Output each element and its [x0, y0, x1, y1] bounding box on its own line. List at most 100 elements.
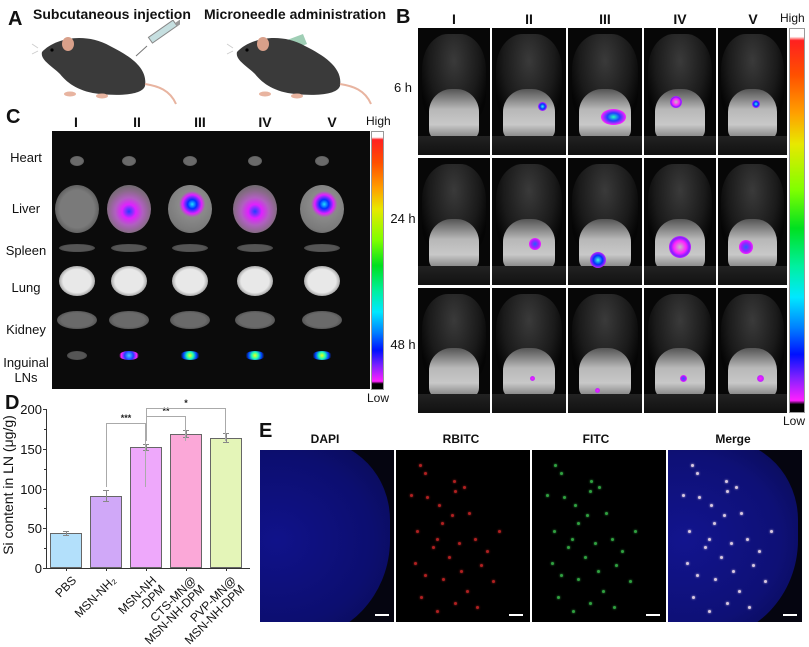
- fluorescence-signal: [528, 238, 541, 251]
- fluorescent-particle: [726, 490, 729, 493]
- fluorescent-particle: [621, 550, 624, 553]
- fluorescence-signal: [600, 108, 627, 125]
- fluorescent-particle: [589, 490, 592, 493]
- error-cap: [143, 450, 149, 452]
- y-tick-label: 50: [27, 521, 42, 537]
- liver-organ: [168, 185, 212, 233]
- fluorescent-particle: [410, 494, 413, 497]
- fluorescent-particle: [602, 590, 605, 593]
- fluorescent-particle: [454, 602, 457, 605]
- inguinal-ln-organ: [67, 350, 87, 360]
- fluorescent-particle: [764, 580, 767, 583]
- kidney-organ: [57, 311, 97, 329]
- mouse-image: [418, 288, 490, 413]
- mouse-image: [568, 288, 642, 413]
- fluorescent-particle: [560, 574, 563, 577]
- fluorescent-particle: [758, 550, 761, 553]
- channel-label-merge: Merge: [715, 432, 751, 446]
- fluorescent-particle: [577, 578, 580, 581]
- fluorescent-particle: [468, 512, 471, 515]
- x-axis: [46, 568, 250, 569]
- panel-d-letter: D: [5, 392, 20, 414]
- significance-marker: ***: [120, 413, 132, 423]
- scale-bar: [783, 614, 797, 616]
- channel-label-fitc: FITC: [582, 432, 610, 446]
- x-tick: [226, 568, 227, 571]
- fluorescent-particle: [553, 530, 556, 533]
- fluorescent-particle: [474, 538, 477, 541]
- fluorescent-particle: [424, 574, 427, 577]
- fluorescent-particle: [476, 606, 479, 609]
- fluorescent-particle: [419, 464, 422, 467]
- inguinal-ln-organ: [180, 350, 200, 360]
- error-cap: [223, 432, 229, 434]
- y-tick: [43, 409, 46, 410]
- mouse-icon: [31, 37, 177, 105]
- fluorescent-particle: [586, 514, 589, 517]
- y-minor-tick: [44, 508, 46, 510]
- lung-organ: [111, 266, 147, 296]
- panel-c-colorbar: [371, 131, 384, 390]
- fluorescence-signal: [751, 100, 760, 109]
- fluorescence-signal: [757, 374, 765, 382]
- fluorescence-signal: [530, 375, 536, 381]
- fluorescent-particle: [574, 504, 577, 507]
- fluorescent-particle: [438, 504, 441, 507]
- mouse-image: [644, 28, 716, 155]
- fluorescent-particle: [682, 494, 685, 497]
- error-bar: [146, 443, 147, 451]
- fluorescent-particle: [572, 610, 575, 613]
- column-label-iv: IV: [258, 114, 272, 130]
- fluorescent-particle: [590, 480, 593, 483]
- rbitc-image: [396, 450, 530, 622]
- heart-organ: [70, 156, 84, 166]
- row-label-48h: 48 h: [390, 337, 416, 352]
- bar-msn-nh2: [90, 495, 122, 568]
- liver-organ: [55, 185, 99, 233]
- fluorescent-particle: [480, 564, 483, 567]
- x-tick: [186, 568, 187, 571]
- panel-e-letter: E: [259, 420, 273, 442]
- kidney-organ: [235, 311, 275, 329]
- x-tick: [106, 568, 107, 571]
- bar-cts-mn-msn-nh-dpm: [170, 433, 202, 568]
- fluorescent-particle: [551, 562, 554, 565]
- y-tick: [43, 448, 46, 450]
- error-cap: [63, 535, 69, 537]
- significance-marker: *: [184, 398, 188, 408]
- organ-label-kidney: Kidney: [6, 322, 46, 337]
- y-tick-label: 100: [20, 481, 42, 497]
- column-label-v: V: [748, 11, 758, 27]
- fluorescent-particle: [686, 562, 689, 565]
- fluorescent-particle: [723, 514, 726, 517]
- fluorescent-particle: [463, 486, 466, 489]
- x-tick: [66, 568, 67, 571]
- panel-c-letter: C: [6, 106, 21, 128]
- colorbar-high-label: High: [366, 114, 391, 128]
- significance-marker: **: [162, 406, 170, 416]
- column-label-iii: III: [194, 114, 206, 130]
- lung-organ: [237, 266, 273, 296]
- colorbar-low-label: Low: [783, 414, 806, 428]
- organ-label-spleen: Spleen: [5, 243, 47, 258]
- fluorescent-particle: [598, 486, 601, 489]
- fluorescent-particle: [714, 578, 717, 581]
- ex-vivo-organ-image: [52, 131, 370, 389]
- fluorescent-particle: [436, 538, 439, 541]
- mouse-image: [568, 28, 642, 155]
- heart-organ: [122, 156, 136, 166]
- spleen-organ: [172, 244, 208, 252]
- significance-bracket: [146, 408, 226, 441]
- y-tick-label: 0: [34, 561, 42, 576]
- column-label-i: I: [74, 114, 78, 130]
- spleen-organ: [304, 244, 340, 252]
- bar-pbs: [50, 533, 82, 568]
- fluorescent-particle: [448, 556, 451, 559]
- spleen-organ: [59, 244, 95, 252]
- organ-label-inguinal-lns: Inguinal LNs: [3, 355, 49, 385]
- fluorescence-signal: [669, 235, 691, 258]
- fluorescent-particle: [451, 514, 454, 517]
- inguinal-ln-organ: [312, 350, 332, 360]
- y-tick: [43, 488, 46, 490]
- mouse-image: [492, 158, 566, 285]
